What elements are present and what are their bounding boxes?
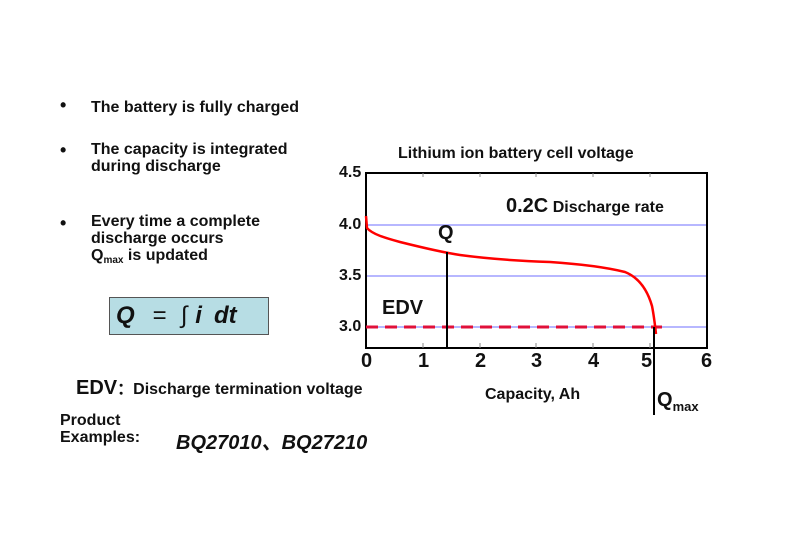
x-tick-4: 4: [588, 350, 600, 372]
product-label-line1: Product: [60, 412, 121, 429]
x-tick-1: 1: [418, 350, 430, 372]
discharge-rate-annotation: 0.2C Discharge rate: [506, 195, 664, 218]
bullet-2-line1: The capacity is integrated: [91, 141, 288, 158]
formula-dt: dt: [213, 302, 237, 329]
edv-definition: EDV：Discharge termination voltage: [76, 375, 363, 400]
voltage-curve: [364, 215, 658, 335]
edv-label: EDV: [382, 297, 424, 319]
rate-text: Discharge rate: [552, 199, 664, 216]
y-tick-3.5: 3.5: [339, 267, 362, 284]
edv-sep: ：: [117, 381, 134, 398]
y-tick-4.0: 4.0: [339, 216, 362, 233]
bullet-3-rest: is updated: [123, 247, 208, 264]
bullet-3-line2: discharge occurs: [91, 230, 224, 247]
formula-equals: =: [152, 302, 167, 329]
product-label: Product Examples:: [60, 412, 140, 446]
integral-icon: ∫: [180, 302, 188, 329]
formula-q: Q: [116, 302, 135, 329]
x-tick-2: 2: [475, 350, 487, 372]
y-tick-3.0: 3.0: [339, 318, 362, 335]
q-subscript: max: [103, 255, 124, 266]
product-values: BQ27010、BQ27210: [176, 432, 368, 454]
formula-i: i: [195, 302, 202, 329]
bullet-text-1: The battery is fully charged: [91, 99, 300, 116]
bullet-dot: •: [60, 95, 67, 115]
qmax-q: Q: [657, 389, 673, 411]
bullet-dot: •: [60, 140, 67, 160]
edv-desc: Discharge termination voltage: [133, 381, 363, 398]
x-tick-0: 0: [361, 350, 373, 372]
product-label-line2: Examples:: [60, 429, 141, 446]
x-tick-3: 3: [531, 350, 543, 372]
bullet-2-line2: during discharge: [91, 158, 221, 175]
rate-value: 0.2C: [506, 195, 549, 217]
qmax-label: Qmax: [657, 389, 699, 414]
bullet-text-2: The capacity is integrated during discha…: [91, 141, 288, 175]
formula-box: Q = ∫ i dt: [109, 297, 269, 335]
x-tick-5: 5: [641, 350, 653, 372]
y-tick-4.5: 4.5: [339, 164, 362, 181]
edv-abbr: EDV: [76, 377, 118, 399]
x-tick-marks: [422, 173, 651, 348]
q-symbol: Q: [91, 247, 104, 264]
bullet-text-3: Every time a complete discharge occurs Q…: [91, 213, 260, 269]
bullet-dot: •: [60, 213, 67, 233]
bullet-3-line3: Qmax is updated: [91, 247, 260, 269]
x-tick-6: 6: [701, 350, 713, 372]
bullet-3-line1: Every time a complete: [91, 213, 260, 230]
qmax-sub: max: [672, 399, 699, 414]
q-label: Q: [438, 222, 454, 244]
x-axis-label: Capacity, Ah: [485, 386, 581, 403]
chart-title: Lithium ion battery cell voltage: [398, 145, 634, 162]
